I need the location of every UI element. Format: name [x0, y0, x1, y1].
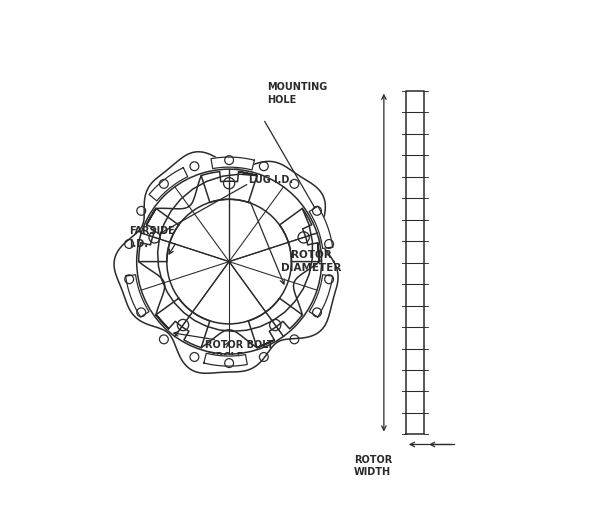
Text: ROTOR BOLT
CIRCLE: ROTOR BOLT CIRCLE [205, 340, 274, 362]
Polygon shape [309, 275, 332, 317]
Text: ROTOR
WIDTH: ROTOR WIDTH [354, 455, 392, 477]
Polygon shape [248, 298, 302, 348]
Text: MOUNTING
HOLE: MOUNTING HOLE [268, 82, 328, 105]
Polygon shape [211, 157, 254, 170]
Polygon shape [204, 353, 247, 366]
Text: LUG I.D.: LUG I.D. [249, 175, 293, 185]
Polygon shape [280, 208, 320, 262]
Polygon shape [149, 168, 188, 201]
Polygon shape [114, 152, 338, 373]
Polygon shape [201, 172, 257, 203]
Polygon shape [139, 208, 179, 262]
Polygon shape [158, 174, 313, 331]
Polygon shape [309, 206, 332, 248]
Polygon shape [125, 275, 149, 317]
Polygon shape [280, 262, 320, 315]
Polygon shape [201, 321, 257, 348]
Polygon shape [139, 262, 179, 315]
Text: ROTOR
DIAMETER: ROTOR DIAMETER [281, 250, 342, 273]
Polygon shape [156, 175, 210, 225]
Text: FARSIDE
I.D.: FARSIDE I.D. [128, 226, 175, 248]
Polygon shape [156, 298, 210, 348]
